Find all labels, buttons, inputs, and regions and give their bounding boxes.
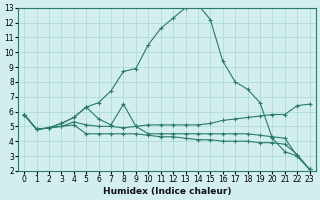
X-axis label: Humidex (Indice chaleur): Humidex (Indice chaleur) xyxy=(103,187,231,196)
